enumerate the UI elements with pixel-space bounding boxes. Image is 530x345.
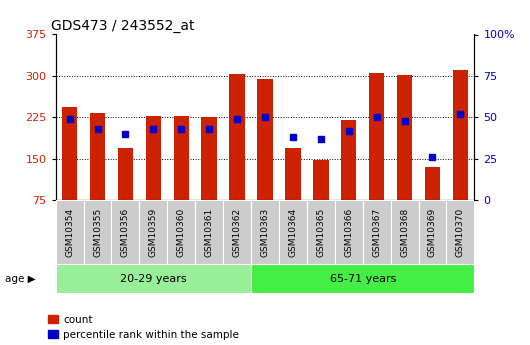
Bar bbox=[90, 114, 105, 200]
Text: GSM10361: GSM10361 bbox=[205, 207, 214, 257]
Bar bbox=[174, 116, 189, 200]
Bar bbox=[341, 120, 356, 200]
Bar bbox=[229, 74, 245, 200]
Text: GSM10355: GSM10355 bbox=[93, 207, 102, 257]
Bar bbox=[279, 200, 307, 264]
Bar bbox=[251, 264, 474, 293]
Text: GSM10369: GSM10369 bbox=[428, 207, 437, 257]
Bar bbox=[258, 79, 272, 200]
Bar bbox=[111, 200, 139, 264]
Bar bbox=[369, 73, 384, 200]
Text: GSM10364: GSM10364 bbox=[288, 207, 297, 257]
Bar bbox=[397, 75, 412, 200]
Bar bbox=[118, 148, 133, 200]
Text: age ▶: age ▶ bbox=[5, 274, 36, 284]
Bar bbox=[223, 200, 251, 264]
Text: GSM10360: GSM10360 bbox=[177, 207, 186, 257]
Bar bbox=[195, 200, 223, 264]
Text: GSM10367: GSM10367 bbox=[372, 207, 381, 257]
Bar bbox=[56, 264, 251, 293]
Text: GSM10362: GSM10362 bbox=[233, 207, 242, 257]
Bar bbox=[425, 167, 440, 200]
Bar bbox=[391, 200, 419, 264]
Bar bbox=[251, 200, 279, 264]
Bar bbox=[419, 200, 446, 264]
Text: 65-71 years: 65-71 years bbox=[330, 274, 396, 284]
Bar bbox=[84, 200, 111, 264]
Legend: count, percentile rank within the sample: count, percentile rank within the sample bbox=[48, 315, 239, 340]
Text: GSM10359: GSM10359 bbox=[149, 207, 158, 257]
Text: GSM10370: GSM10370 bbox=[456, 207, 465, 257]
Bar bbox=[201, 117, 217, 200]
Bar bbox=[139, 200, 167, 264]
Bar bbox=[285, 148, 301, 200]
Bar bbox=[313, 160, 329, 200]
Text: GSM10365: GSM10365 bbox=[316, 207, 325, 257]
Text: GDS473 / 243552_at: GDS473 / 243552_at bbox=[51, 19, 195, 33]
Text: GSM10366: GSM10366 bbox=[344, 207, 353, 257]
Bar bbox=[363, 200, 391, 264]
Text: GSM10356: GSM10356 bbox=[121, 207, 130, 257]
Text: GSM10368: GSM10368 bbox=[400, 207, 409, 257]
Text: GSM10363: GSM10363 bbox=[261, 207, 269, 257]
Bar bbox=[446, 200, 474, 264]
Bar bbox=[146, 116, 161, 200]
Text: GSM10354: GSM10354 bbox=[65, 207, 74, 257]
Bar bbox=[62, 107, 77, 200]
Bar bbox=[335, 200, 363, 264]
Text: 20-29 years: 20-29 years bbox=[120, 274, 187, 284]
Bar bbox=[307, 200, 335, 264]
Bar bbox=[167, 200, 195, 264]
Bar bbox=[56, 200, 84, 264]
Bar bbox=[453, 70, 468, 200]
